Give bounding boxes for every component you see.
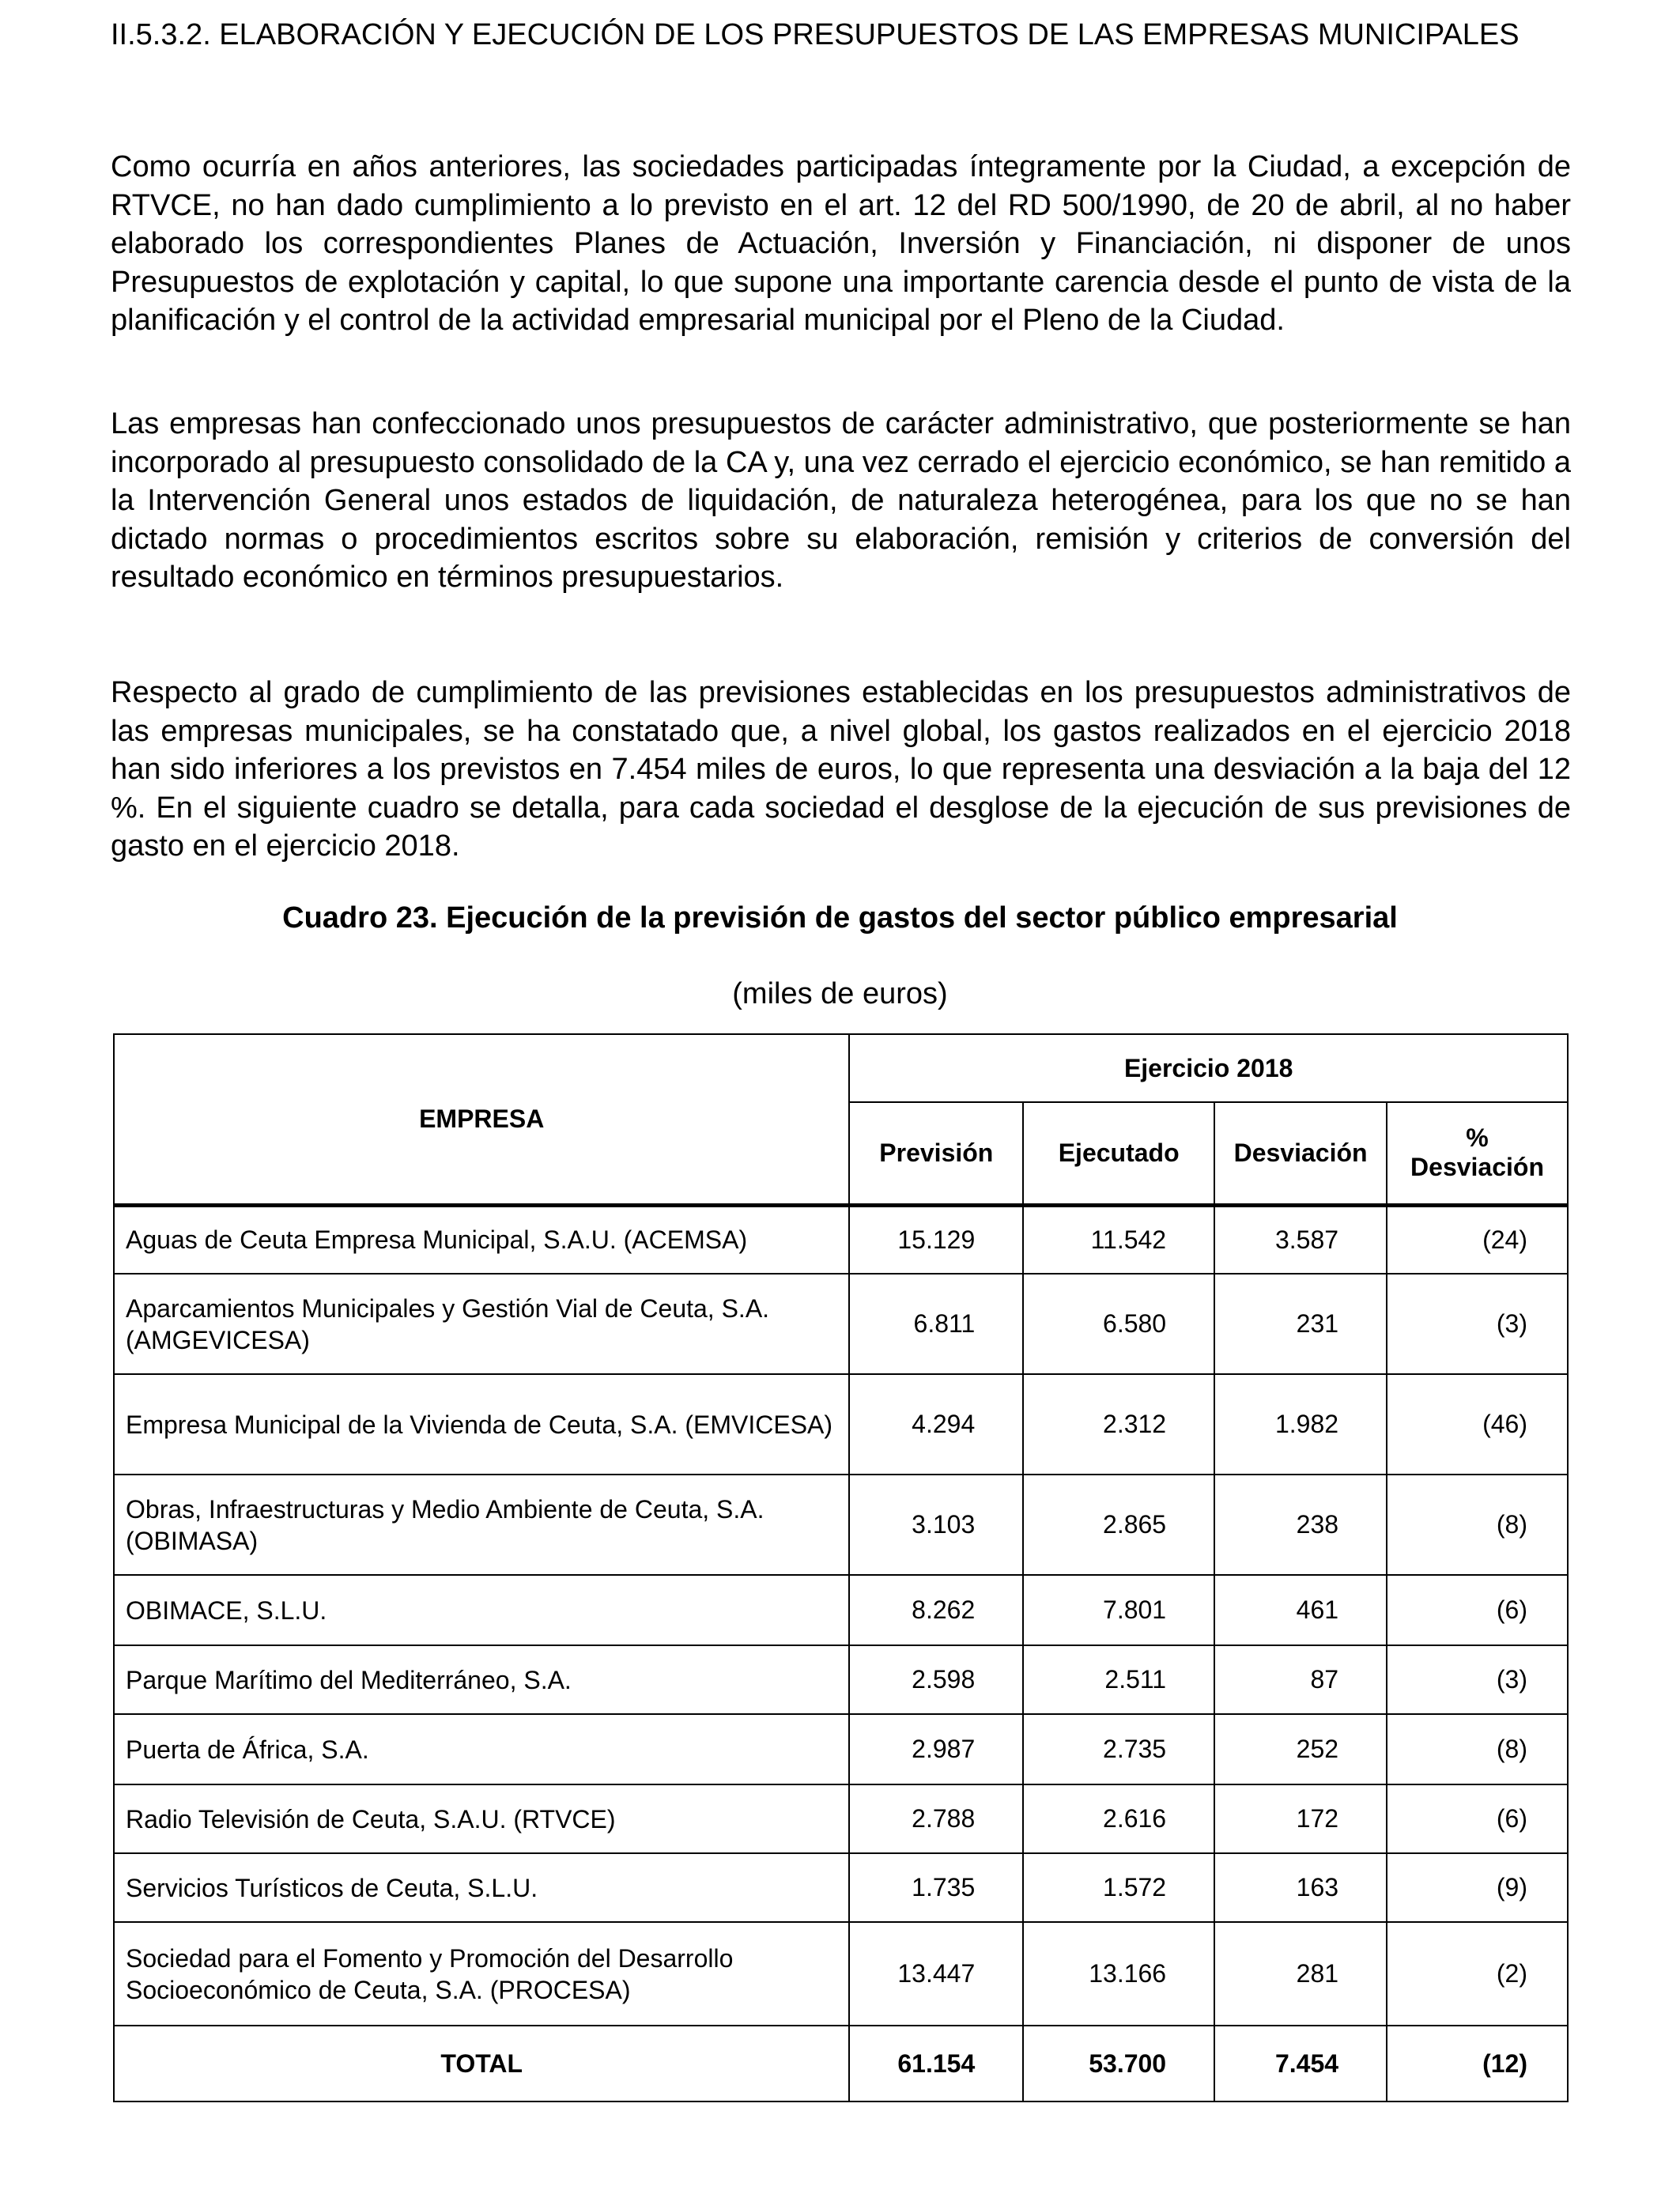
header-ejecutado: Ejecutado (1022, 1101, 1216, 1206)
cell-name: Servicios Turísticos de Ceuta, S.L.U. (112, 1852, 851, 1923)
table-row: Puerta de África, S.A. 2.987 2.735 252 (8) (112, 1713, 1569, 1785)
cell-pct: (24) (1386, 1203, 1569, 1274)
expenditure-table: EMPRESA Ejercicio 2018 Previsión Ejecuta… (112, 1033, 1569, 2102)
cell-ejecutado: 2.616 (1022, 1784, 1216, 1854)
cell-prevision: 2.598 (848, 1645, 1025, 1715)
cell-name: Aparcamientos Municipales y Gestión Vial… (112, 1273, 851, 1375)
cell-pct: (46) (1386, 1373, 1569, 1475)
cell-pct: (2) (1386, 1921, 1569, 2026)
cell-ejecutado: 2.511 (1022, 1645, 1216, 1715)
cell-pct: (12) (1386, 2025, 1569, 2102)
cell-prevision: 13.447 (848, 1921, 1025, 2026)
cell-prevision: 1.735 (848, 1852, 1025, 1923)
cell-prevision: 8.262 (848, 1574, 1025, 1646)
header-prevision: Previsión (848, 1101, 1025, 1206)
pct-symbol: % (1466, 1123, 1489, 1153)
header-group: Ejercicio 2018 (848, 1033, 1569, 1103)
table-row: Parque Marítimo del Mediterráneo, S.A. 2.… (112, 1645, 1569, 1715)
cell-desviacion: 7.454 (1214, 2025, 1388, 2102)
table-units: (miles de euros) (732, 977, 948, 1010)
total-row: TOTAL 61.154 53.700 7.454 (12) (112, 2025, 1569, 2102)
cell-ejecutado: 6.580 (1022, 1273, 1216, 1375)
cell-pct: (8) (1386, 1713, 1569, 1785)
cell-ejecutado: 11.542 (1022, 1203, 1216, 1274)
cell-prevision: 4.294 (848, 1373, 1025, 1475)
paragraph-1: Como ocurría en años anteriores, las soc… (111, 150, 1571, 338)
cell-name: Radio Televisión de Ceuta, S.A.U. (RTVCE… (112, 1784, 851, 1854)
cell-name: Puerta de África, S.A. (112, 1713, 851, 1785)
pct-label: Desviación (1410, 1153, 1544, 1182)
cell-desviacion: 231 (1214, 1273, 1388, 1375)
table-row: Sociedad para el Fomento y Promoción del… (112, 1921, 1569, 2026)
table-row: Aguas de Ceuta Empresa Municipal, S.A.U.… (112, 1203, 1569, 1274)
cell-name: Obras, Infraestructuras y Medio Ambiente… (112, 1474, 851, 1576)
section-heading: II.5.3.2. ELABORACIÓN Y EJECUCIÓN DE LOS… (111, 18, 1520, 51)
cell-ejecutado: 7.801 (1022, 1574, 1216, 1646)
table-caption: Cuadro 23. Ejecución de la previsión de … (282, 901, 1398, 935)
paragraph-3: Respecto al grado de cumplimiento de las… (111, 676, 1571, 863)
table-row: Radio Televisión de Ceuta, S.A.U. (RTVCE… (112, 1784, 1569, 1854)
cell-prevision: 61.154 (848, 2025, 1025, 2102)
cell-desviacion: 3.587 (1214, 1203, 1388, 1274)
table-row: Obras, Infraestructuras y Medio Ambiente… (112, 1474, 1569, 1576)
cell-ejecutado: 2.312 (1022, 1373, 1216, 1475)
header-empresa: EMPRESA (112, 1033, 851, 1206)
cell-prevision: 2.987 (848, 1713, 1025, 1785)
cell-desviacion: 461 (1214, 1574, 1388, 1646)
cell-desviacion: 238 (1214, 1474, 1388, 1576)
cell-desviacion: 252 (1214, 1713, 1388, 1785)
cell-desviacion: 87 (1214, 1645, 1388, 1715)
cell-desviacion: 163 (1214, 1852, 1388, 1923)
cell-pct: (6) (1386, 1574, 1569, 1646)
cell-ejecutado: 2.865 (1022, 1474, 1216, 1576)
cell-ejecutado: 2.735 (1022, 1713, 1216, 1785)
table-row: Aparcamientos Municipales y Gestión Vial… (112, 1273, 1569, 1375)
cell-pct: (9) (1386, 1852, 1569, 1923)
table-row: OBIMACE, S.L.U. 8.262 7.801 461 (6) (112, 1574, 1569, 1646)
cell-ejecutado: 13.166 (1022, 1921, 1216, 2026)
cell-ejecutado: 1.572 (1022, 1852, 1216, 1923)
cell-prevision: 15.129 (848, 1203, 1025, 1274)
table-row: Empresa Municipal de la Vivienda de Ceut… (112, 1373, 1569, 1475)
header-pct-desviacion: % Desviación (1386, 1101, 1569, 1206)
cell-desviacion: 281 (1214, 1921, 1388, 2026)
paragraph-2: Las empresas han confeccionado unos pres… (111, 407, 1571, 595)
cell-desviacion: 172 (1214, 1784, 1388, 1854)
cell-prevision: 6.811 (848, 1273, 1025, 1375)
table-row: Servicios Turísticos de Ceuta, S.L.U. 1.7… (112, 1852, 1569, 1923)
cell-prevision: 3.103 (848, 1474, 1025, 1576)
header-desviacion: Desviación (1214, 1101, 1388, 1206)
cell-ejecutado: 53.700 (1022, 2025, 1216, 2102)
cell-pct: (3) (1386, 1645, 1569, 1715)
cell-pct: (6) (1386, 1784, 1569, 1854)
cell-name: Aguas de Ceuta Empresa Municipal, S.A.U.… (112, 1203, 851, 1274)
cell-name: Sociedad para el Fomento y Promoción del… (112, 1921, 851, 2026)
cell-name: OBIMACE, S.L.U. (112, 1574, 851, 1646)
cell-name: TOTAL (112, 2025, 851, 2102)
cell-name: Empresa Municipal de la Vivienda de Ceut… (112, 1373, 851, 1475)
cell-pct: (8) (1386, 1474, 1569, 1576)
cell-prevision: 2.788 (848, 1784, 1025, 1854)
cell-desviacion: 1.982 (1214, 1373, 1388, 1475)
cell-pct: (3) (1386, 1273, 1569, 1375)
cell-name: Parque Marítimo del Mediterráneo, S.A. (112, 1645, 851, 1715)
